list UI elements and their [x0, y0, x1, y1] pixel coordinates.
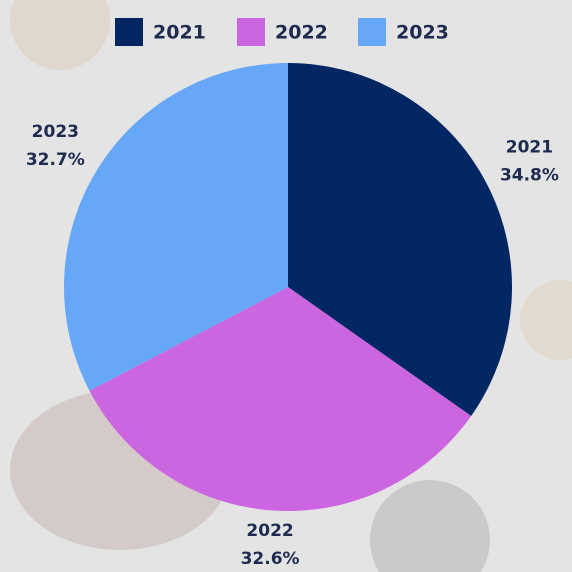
slice-label-category: 2023 — [32, 122, 79, 142]
legend-label: 2021 — [153, 22, 206, 44]
chart: 2021 34.8% 2022 32.6% 2023 32.7% 2021 2022 2023 — [0, 0, 572, 572]
legend-swatch — [237, 18, 265, 46]
legend-swatch — [115, 18, 143, 46]
legend-swatch — [358, 18, 386, 46]
slice-label-category: 2022 — [246, 521, 293, 541]
slice-label-value: 32.7% — [26, 150, 85, 170]
slice-label-value: 34.8% — [500, 166, 559, 186]
slice-label-value: 32.6% — [241, 549, 300, 569]
legend-label: 2022 — [275, 22, 328, 44]
slice-label-category: 2021 — [506, 138, 553, 158]
legend-label: 2023 — [396, 22, 449, 44]
